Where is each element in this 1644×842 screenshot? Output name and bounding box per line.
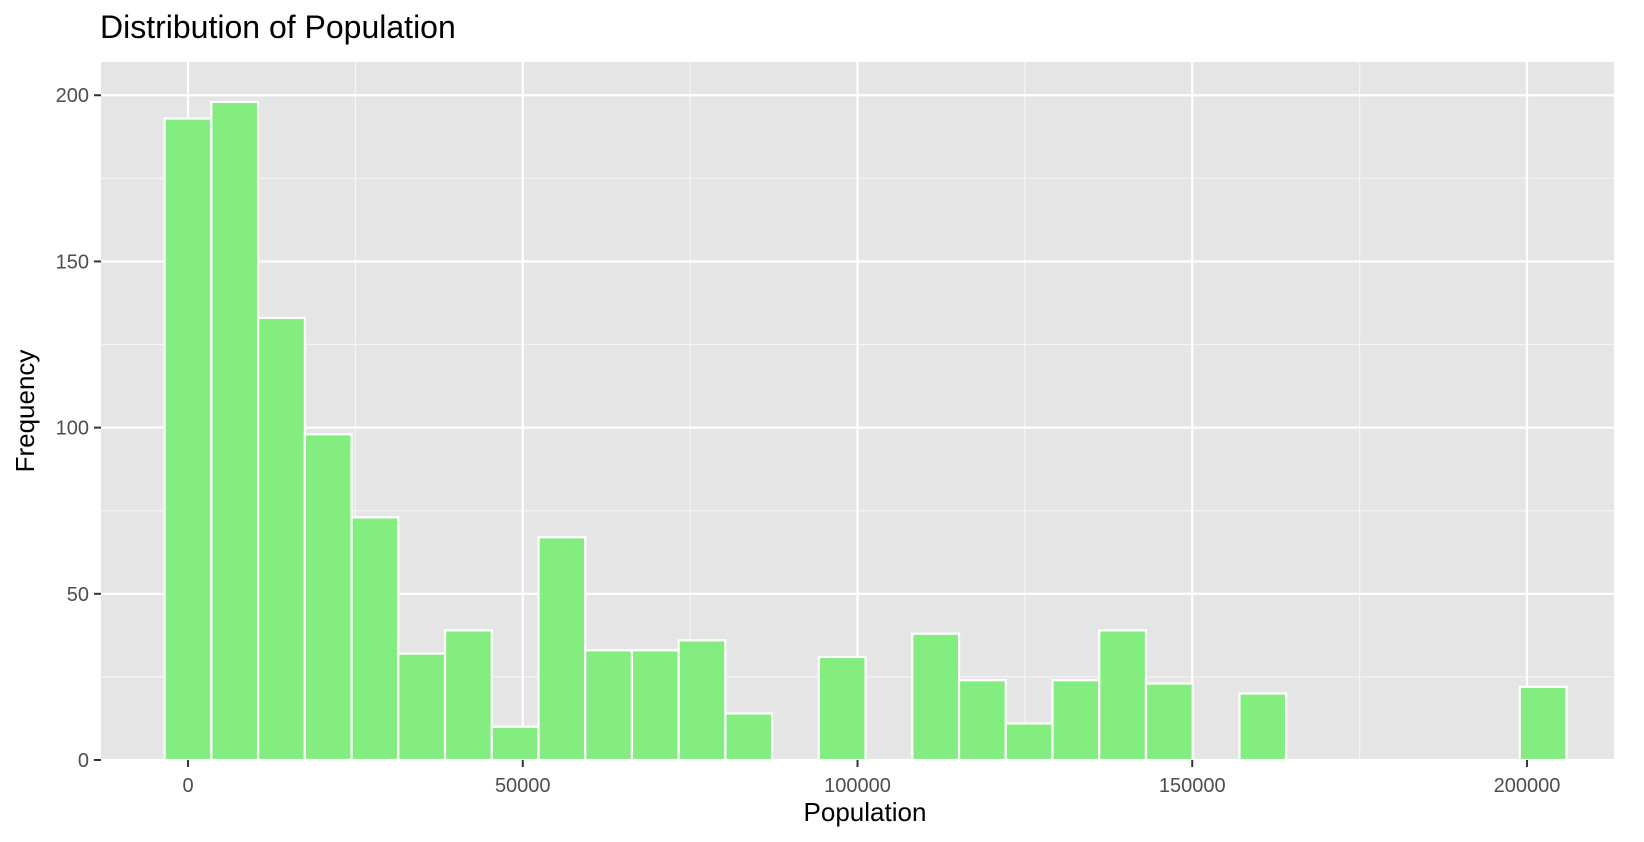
histogram-bar [163, 117, 213, 762]
histogram-bar [584, 649, 634, 762]
chart-title: Distribution of Population [100, 9, 456, 45]
histogram-bar [630, 649, 680, 762]
histogram-bar [677, 639, 727, 762]
histogram-bar [303, 433, 353, 762]
histogram-bar [490, 725, 540, 762]
x-tick-label: 200000 [1494, 775, 1561, 797]
histogram-bar [1098, 629, 1148, 762]
histogram-bar [210, 100, 260, 762]
x-axis-title: Population [804, 797, 927, 827]
y-tick-label: 150 [56, 251, 89, 273]
histogram-bar [1051, 679, 1101, 762]
histogram-bar [537, 536, 587, 762]
histogram-bar [1238, 692, 1288, 762]
x-axis: 0 50000 100000 150000 200000 [182, 760, 1560, 797]
y-tick-label: 200 [56, 85, 89, 107]
y-tick-label: 100 [56, 418, 89, 440]
x-tick-label: 150000 [1159, 775, 1226, 797]
y-tick-label: 50 [67, 584, 89, 606]
x-tick-label: 100000 [824, 775, 891, 797]
y-axis-title: Frequency [10, 350, 40, 473]
histogram-bars [163, 100, 1568, 762]
histogram-bar [1004, 722, 1054, 762]
histogram-bar [1144, 682, 1194, 762]
histogram-bar [257, 316, 306, 762]
histogram-bar [443, 629, 493, 762]
histogram-bar [817, 655, 867, 762]
y-axis: 0 50 100 150 200 [56, 85, 101, 772]
x-tick-label: 50000 [495, 775, 551, 797]
y-tick-label: 0 [78, 750, 89, 772]
histogram-bar [911, 632, 961, 762]
histogram-bar [1518, 685, 1568, 762]
histogram-bar [724, 712, 774, 762]
histogram-bar [350, 516, 400, 762]
histogram-bar [397, 652, 447, 762]
x-tick-label: 0 [182, 775, 193, 797]
histogram-bar [957, 679, 1007, 762]
